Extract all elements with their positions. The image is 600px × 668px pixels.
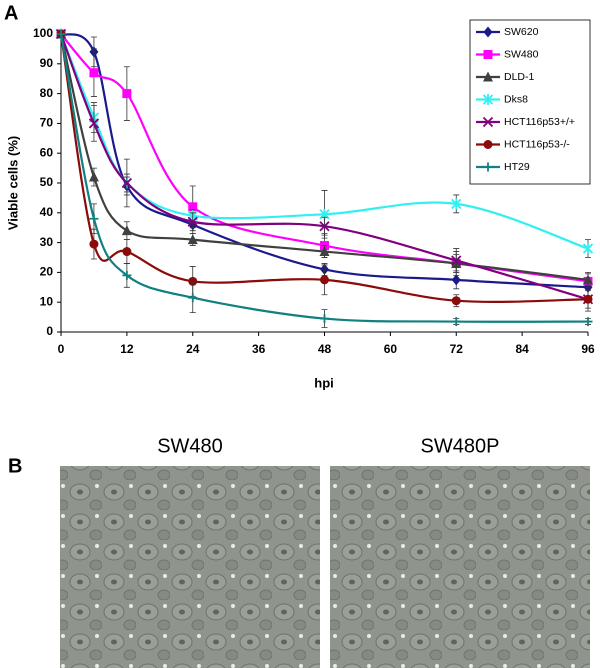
y-tick-label: 30	[40, 235, 54, 249]
x-axis-label: hpi	[314, 375, 334, 390]
legend-label: HCT116p53-/-	[504, 138, 570, 150]
marker	[121, 225, 132, 236]
marker	[122, 270, 132, 280]
legend-label: Dks8	[504, 93, 528, 105]
legend-label: HCT116p53+/+	[504, 116, 575, 128]
x-tick-label: 12	[120, 342, 134, 356]
legend-label: DLD-1	[504, 71, 535, 83]
marker	[187, 234, 198, 245]
y-tick-label: 70	[40, 116, 54, 130]
legend-label: SW620	[504, 26, 539, 38]
x-tick-label: 72	[450, 342, 464, 356]
marker	[188, 202, 198, 212]
x-tick-label: 84	[515, 342, 529, 356]
marker	[451, 198, 462, 210]
marker	[451, 296, 461, 306]
marker	[583, 317, 593, 327]
micrograph	[330, 466, 590, 668]
plot: 0 10 20 30 40 50 60 70 80 90 100 0 12 24 36 48 60 72 84 96 S…	[33, 26, 595, 356]
image-title: SW480P	[421, 435, 500, 457]
marker	[187, 216, 198, 227]
legend-label: HT29	[504, 161, 530, 173]
marker	[122, 89, 132, 99]
x-tick-label: 60	[384, 342, 398, 356]
y-axis-label: Viable cells (%)	[5, 136, 20, 230]
x-tick-label: 0	[58, 342, 65, 356]
y-tick-label: 0	[46, 324, 53, 338]
x-tick-label: 24	[186, 342, 200, 356]
marker	[122, 247, 132, 257]
marker	[121, 177, 133, 189]
panel-label: B	[8, 455, 22, 477]
marker	[188, 276, 198, 286]
marker	[188, 293, 198, 303]
marker	[451, 274, 461, 286]
marker	[320, 314, 329, 324]
image-title: SW480	[157, 435, 223, 457]
marker	[89, 239, 99, 249]
marker	[482, 116, 494, 128]
marker	[482, 94, 494, 105]
y-tick-label: 50	[40, 175, 54, 189]
panel-label: A	[4, 2, 18, 24]
x-tick-label: 36	[252, 342, 266, 356]
marker	[483, 26, 493, 38]
marker	[483, 162, 493, 172]
micrograph	[60, 466, 320, 668]
x-tick-label: 96	[581, 342, 595, 356]
marker	[88, 118, 100, 129]
y-tick-label: 100	[33, 26, 53, 40]
marker	[483, 50, 493, 59]
marker	[89, 68, 99, 78]
x-tick-label: 48	[318, 342, 332, 356]
marker	[451, 317, 461, 327]
y-tick-label: 40	[40, 205, 54, 219]
marker	[483, 71, 493, 82]
marker	[583, 294, 593, 304]
marker	[320, 275, 329, 285]
marker	[88, 171, 99, 182]
y-tick-label: 10	[40, 294, 54, 308]
legend-label: SW480	[504, 48, 539, 60]
marker	[56, 29, 66, 39]
marker	[319, 221, 330, 232]
marker	[89, 214, 99, 224]
marker	[483, 140, 493, 149]
y-tick-label: 80	[40, 86, 54, 100]
marker	[319, 246, 330, 257]
y-tick-label: 90	[40, 56, 54, 70]
y-tick-label: 60	[40, 145, 54, 159]
marker	[451, 255, 462, 266]
marker	[582, 243, 594, 255]
marker	[583, 274, 593, 285]
y-tick-label: 20	[40, 265, 54, 279]
